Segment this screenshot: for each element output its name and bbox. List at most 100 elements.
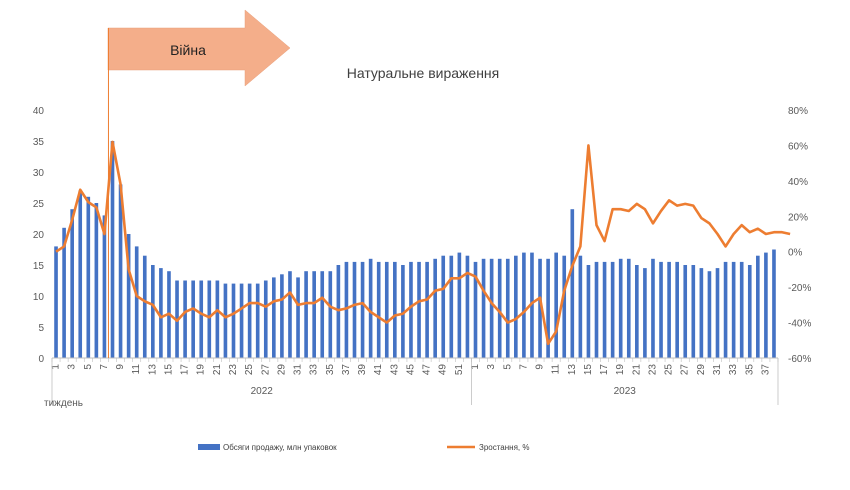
- x-tick-label: 29: [696, 364, 707, 376]
- bar: [433, 258, 437, 358]
- bar: [610, 261, 615, 358]
- bar: [626, 258, 631, 358]
- legend-bar-swatch: [198, 444, 220, 450]
- bar: [489, 258, 494, 358]
- x-tick-label: 11: [131, 364, 142, 375]
- bar: [546, 258, 550, 358]
- bar: [110, 141, 115, 358]
- bar: [449, 255, 454, 358]
- bar: [707, 271, 712, 358]
- bar: [304, 271, 308, 358]
- bar: [465, 255, 470, 358]
- x-tick-label: 17: [180, 364, 191, 376]
- y-left-tick-label: 25: [33, 199, 45, 210]
- x-tick-label: 21: [212, 364, 223, 376]
- bar-series: [54, 141, 776, 358]
- year-label: 2022: [251, 386, 274, 397]
- x-tick-label: 5: [502, 364, 513, 370]
- x-tick-label: 17: [599, 364, 610, 376]
- bar: [70, 209, 74, 358]
- y-right-tick-label: -60%: [788, 354, 811, 365]
- x-tick-label: 1: [51, 364, 62, 370]
- x-tick-label: 33: [728, 364, 739, 376]
- y-right-tick-label: 0%: [788, 248, 803, 259]
- bar: [102, 215, 107, 358]
- y-right-tick-label: -40%: [788, 319, 811, 330]
- y-right-tick-label: -20%: [788, 283, 811, 294]
- bar: [683, 265, 688, 358]
- bar: [473, 261, 478, 358]
- bar: [280, 274, 284, 358]
- bar: [586, 265, 591, 358]
- bar: [699, 268, 704, 358]
- bar: [215, 280, 220, 358]
- bar: [320, 271, 325, 358]
- bar: [756, 255, 760, 358]
- x-tick-label: 31: [293, 364, 304, 376]
- x-tick-label: 45: [405, 364, 416, 376]
- bar: [764, 252, 768, 358]
- x-axis-title: тиждень: [44, 398, 83, 409]
- bar: [86, 196, 91, 358]
- y-right-tick-label: 60%: [788, 141, 808, 152]
- x-tick-label: 13: [147, 364, 158, 376]
- bar: [199, 280, 204, 358]
- x-tick-label: 37: [760, 364, 771, 376]
- chart-title: Натуральне вираження: [347, 65, 499, 81]
- x-tick-label: 1: [470, 364, 481, 370]
- bar: [659, 261, 663, 358]
- y-left-tick-label: 5: [38, 323, 44, 334]
- bar: [54, 246, 58, 358]
- bar: [239, 283, 244, 358]
- x-tick-label: 3: [486, 364, 497, 370]
- bar: [481, 258, 486, 358]
- bar: [272, 277, 276, 358]
- bar: [530, 252, 534, 358]
- bar: [562, 255, 567, 358]
- bar: [514, 255, 518, 358]
- x-tick-label: 27: [260, 364, 271, 376]
- bar: [747, 265, 752, 358]
- bar: [441, 255, 446, 358]
- bar: [328, 271, 333, 358]
- bar: [675, 261, 679, 358]
- bar: [691, 265, 696, 358]
- bar: [505, 258, 510, 358]
- bar: [602, 261, 607, 358]
- x-tick-label: 13: [567, 364, 578, 376]
- x-tick-label: 27: [680, 364, 691, 376]
- bar: [118, 184, 123, 358]
- y-right-tick-label: 80%: [788, 106, 808, 117]
- bar: [207, 280, 212, 358]
- x-tick-label: 7: [99, 364, 110, 370]
- y-left-tick-label: 30: [33, 168, 45, 179]
- bar: [618, 258, 623, 358]
- x-tick-label: 43: [389, 364, 400, 376]
- legend: Обсяги продажу, млн упаковок Зростання, …: [198, 443, 529, 452]
- bar: [522, 252, 526, 358]
- bar: [223, 283, 228, 358]
- bar: [368, 258, 373, 358]
- bar: [159, 268, 163, 358]
- bar: [296, 277, 300, 358]
- x-tick-label: 23: [647, 364, 658, 376]
- x-tick-label: 19: [615, 364, 626, 376]
- x-tick-label: 29: [276, 364, 287, 376]
- bar: [554, 252, 558, 358]
- bar: [667, 261, 671, 358]
- bar: [731, 261, 736, 358]
- bar: [643, 268, 647, 358]
- x-tick-label: 5: [83, 364, 94, 370]
- x-tick-label: 35: [744, 364, 755, 376]
- x-tick-label: 3: [67, 364, 78, 370]
- x-tick-label: 25: [244, 364, 255, 376]
- bar: [715, 268, 720, 358]
- bar: [151, 265, 155, 358]
- legend-bar-label: Обсяги продажу, млн упаковок: [223, 443, 337, 452]
- y-left-tick-label: 10: [33, 292, 45, 303]
- x-tick-label: 19: [196, 364, 207, 376]
- bar: [142, 255, 147, 358]
- x-tick-label: 51: [454, 364, 465, 376]
- x-tick-label: 33: [309, 364, 320, 376]
- bar: [723, 261, 728, 358]
